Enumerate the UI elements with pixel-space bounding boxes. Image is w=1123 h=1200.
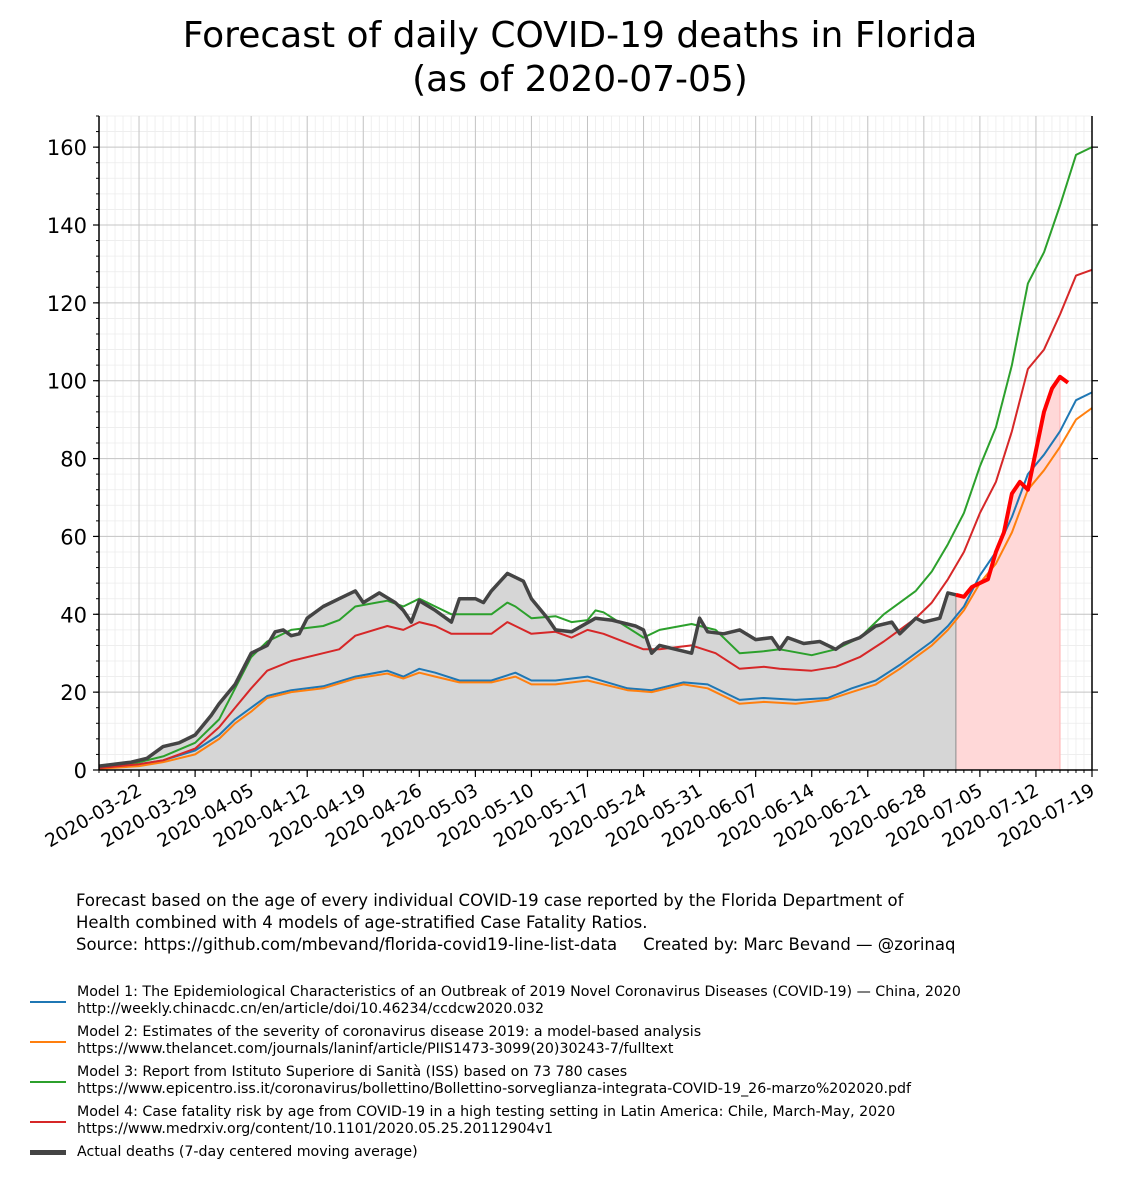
y-tick-label: 80 bbox=[60, 448, 87, 472]
series-lines bbox=[98, 146, 1093, 770]
legend-swatch-model-3 bbox=[30, 1081, 66, 1083]
series-line-forecast bbox=[955, 374, 1070, 599]
legend-swatch-model-1 bbox=[30, 1001, 66, 1003]
legend-url-model-3: https://www.epicentro.iss.it/coronavirus… bbox=[77, 1081, 911, 1097]
actual-deaths-area bbox=[99, 573, 956, 770]
y-tick-label: 0 bbox=[74, 759, 87, 783]
legend-swatch-model-2 bbox=[30, 1041, 66, 1043]
y-tick-label: 120 bbox=[47, 292, 87, 316]
legend-item-model-1: Model 1: The Epidemiological Characteris… bbox=[30, 984, 961, 1018]
chart-title-line2: (as of 2020-07-05) bbox=[412, 59, 748, 100]
caption-source: Source: https://github.com/mbevand/flori… bbox=[76, 935, 618, 954]
legend-title-model-1: Model 1: The Epidemiological Characteris… bbox=[77, 984, 961, 1000]
legend-item-actual: Actual deaths (7-day centered moving ave… bbox=[30, 1144, 961, 1161]
x-axis-ticks: 2020-03-222020-03-292020-04-052020-04-12… bbox=[42, 770, 1099, 852]
y-tick-label: 100 bbox=[47, 370, 87, 394]
shaded-areas bbox=[99, 376, 1061, 770]
caption-line1: Forecast based on the age of every indiv… bbox=[76, 891, 904, 910]
caption-credit: Created by: Marc Bevand — @zorinaq bbox=[643, 935, 956, 954]
y-tick-label: 40 bbox=[60, 603, 87, 627]
chart-title: Forecast of daily COVID-19 deaths in Flo… bbox=[0, 14, 1123, 102]
chart-caption: Forecast based on the age of every indiv… bbox=[76, 890, 955, 956]
chart-legend: Model 1: The Epidemiological Characteris… bbox=[30, 984, 961, 1167]
y-tick-label: 20 bbox=[60, 681, 87, 705]
y-axis-ticks: 0 20 40 60 80 100 120 140 160 bbox=[47, 115, 1098, 783]
legend-item-model-3: Model 3: Report from Istituto Superiore … bbox=[30, 1064, 961, 1098]
legend-url-model-4: https://www.medrxiv.org/content/10.1101/… bbox=[77, 1121, 553, 1137]
series-line-actual-deaths bbox=[98, 571, 957, 768]
series-line-model-4 bbox=[98, 268, 1093, 770]
chart-canvas: 0 20 40 60 80 100 120 140 160 2020-03-222020-03-… bbox=[42, 115, 1099, 852]
legend-title-model-2: Model 2: Estimates of the severity of co… bbox=[77, 1024, 702, 1040]
caption-line2: Health combined with 4 models of age-str… bbox=[76, 913, 648, 932]
legend-url-model-1: http://weekly.chinacdc.cn/en/article/doi… bbox=[77, 1001, 545, 1017]
legend-title-model-3: Model 3: Report from Istituto Superiore … bbox=[77, 1064, 628, 1080]
series-line-model-3 bbox=[98, 146, 1093, 770]
series-line-model-1 bbox=[98, 391, 1093, 770]
legend-item-model-4: Model 4: Case fatality risk by age from … bbox=[30, 1104, 961, 1138]
y-tick-label: 60 bbox=[60, 525, 87, 549]
legend-swatch-actual bbox=[30, 1150, 66, 1155]
legend-item-model-2: Model 2: Estimates of the severity of co… bbox=[30, 1024, 961, 1058]
caption-line3: Source: https://github.com/mbevand/flori… bbox=[76, 934, 955, 956]
y-tick-label: 160 bbox=[47, 136, 87, 160]
chart-title-line1: Forecast of daily COVID-19 deaths in Flo… bbox=[182, 15, 978, 56]
forecast-area bbox=[955, 376, 1060, 770]
legend-url-model-2: https://www.thelancet.com/journals/lanin… bbox=[77, 1041, 674, 1057]
y-tick-label: 140 bbox=[47, 214, 87, 238]
legend-swatch-model-4 bbox=[30, 1121, 66, 1123]
legend-title-actual: Actual deaths (7-day centered moving ave… bbox=[77, 1144, 418, 1160]
legend-title-model-4: Model 4: Case fatality risk by age from … bbox=[77, 1104, 896, 1120]
